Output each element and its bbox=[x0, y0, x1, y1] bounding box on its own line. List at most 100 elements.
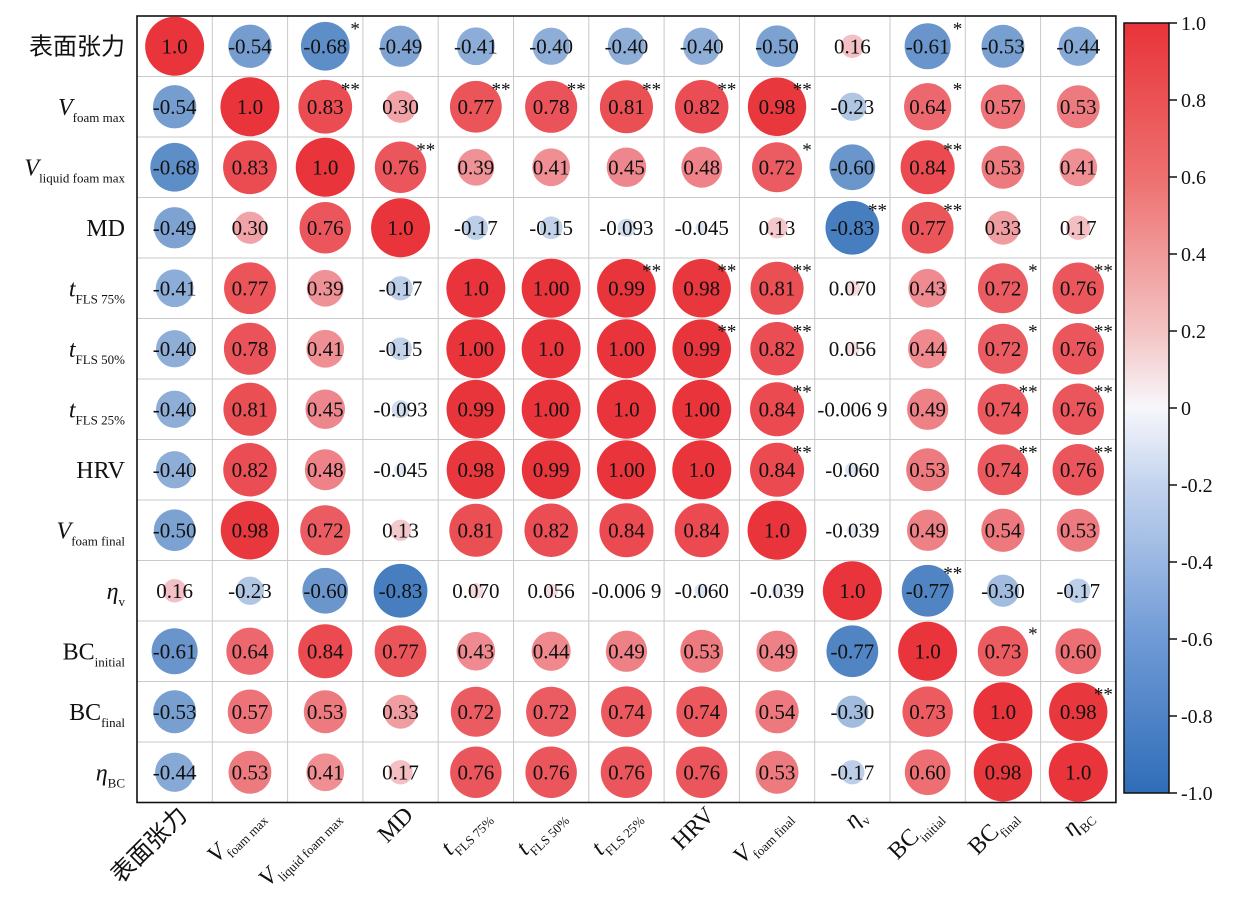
correlation-circle bbox=[838, 92, 867, 121]
cell-value: 0.60 bbox=[909, 760, 946, 784]
cell-value: 0.53 bbox=[232, 760, 269, 784]
label-base: V bbox=[24, 155, 41, 181]
correlation-circle bbox=[295, 137, 355, 197]
cell-value: -0.039 bbox=[825, 518, 879, 542]
cell-value: 0.98 bbox=[683, 276, 720, 300]
label-base: MD bbox=[86, 216, 125, 242]
colorbar-tick-label: -1.0 bbox=[1181, 783, 1213, 805]
correlation-circle bbox=[1048, 742, 1108, 802]
label-base: HRV bbox=[76, 458, 125, 484]
cell-value: -0.17 bbox=[830, 760, 874, 784]
correlation-circle bbox=[750, 442, 805, 497]
correlation-circle bbox=[750, 322, 804, 376]
correlation-circle bbox=[904, 749, 951, 796]
correlation-circle bbox=[596, 440, 656, 500]
significance-mark: ** bbox=[1094, 382, 1113, 403]
correlation-circle bbox=[752, 142, 803, 193]
correlation-circle bbox=[986, 210, 1020, 245]
cell-value: 0.74 bbox=[608, 700, 645, 724]
correlation-circle bbox=[456, 27, 495, 66]
cell-value: -0.60 bbox=[830, 155, 874, 179]
cell-value: -0.61 bbox=[906, 34, 950, 58]
cell-value: 0.99 bbox=[683, 337, 720, 361]
cell-value: 0.53 bbox=[683, 639, 720, 663]
significance-mark: ** bbox=[1094, 322, 1113, 343]
colorbar-tick-label: -0.6 bbox=[1181, 629, 1213, 651]
column-label: MD bbox=[373, 802, 419, 848]
significance-mark: ** bbox=[492, 80, 511, 101]
cell-value: 0.84 bbox=[683, 518, 720, 542]
correlation-circle bbox=[840, 34, 865, 59]
cell-value: -0.093 bbox=[599, 216, 653, 240]
correlation-circle bbox=[977, 626, 1029, 677]
correlation-circle bbox=[150, 142, 199, 192]
label-subscript: liquid foam max bbox=[275, 813, 347, 885]
significance-mark: * bbox=[953, 19, 963, 40]
cell-value: 0.070 bbox=[452, 579, 499, 603]
colorbar-tick-label: 0.6 bbox=[1181, 167, 1206, 189]
significance-mark: ** bbox=[1094, 685, 1113, 706]
cell-value: 0.39 bbox=[307, 276, 344, 300]
correlation-circle bbox=[521, 440, 581, 500]
correlation-circle bbox=[676, 686, 728, 738]
correlation-circle bbox=[599, 80, 653, 134]
row-label: HRV bbox=[76, 458, 125, 484]
significance-mark: ** bbox=[717, 80, 736, 101]
cell-value: 0.43 bbox=[457, 639, 494, 663]
cell-value: 1.0 bbox=[1065, 760, 1091, 784]
correlation-circle bbox=[750, 261, 804, 315]
correlation-circle bbox=[826, 625, 879, 678]
correlation-circle bbox=[463, 215, 489, 240]
cell-value: 0.49 bbox=[909, 397, 946, 421]
correlation-circle bbox=[300, 21, 350, 71]
cell-value: -0.17 bbox=[454, 216, 498, 240]
correlation-circle bbox=[766, 217, 788, 239]
cell-value: 0.77 bbox=[232, 276, 269, 300]
correlation-circle bbox=[383, 694, 418, 729]
cell-value: 1.00 bbox=[608, 337, 645, 361]
cell-value: 0.41 bbox=[307, 337, 344, 361]
significance-mark: ** bbox=[793, 322, 812, 343]
correlation-circle bbox=[531, 631, 571, 671]
correlation-circle bbox=[845, 462, 860, 477]
correlation-circle bbox=[675, 80, 729, 134]
correlation-circle bbox=[904, 83, 952, 131]
label-base: BC bbox=[69, 700, 101, 726]
row-label: ηv bbox=[107, 579, 126, 609]
correlation-circle bbox=[750, 382, 805, 437]
correlation-circle bbox=[228, 750, 272, 794]
cell-value: -0.54 bbox=[228, 34, 272, 58]
cell-value: 1.0 bbox=[463, 276, 489, 300]
cell-value: -0.53 bbox=[153, 700, 197, 724]
significance-mark: * bbox=[350, 19, 360, 40]
row-label: BCfinal bbox=[69, 700, 125, 730]
correlation-circle bbox=[907, 509, 949, 551]
cell-value: 1.0 bbox=[387, 216, 413, 240]
cell-value: 0.77 bbox=[457, 95, 494, 119]
cell-value: 0.76 bbox=[382, 155, 419, 179]
correlation-circle bbox=[672, 440, 732, 500]
cell-value: 0.30 bbox=[382, 95, 419, 119]
correlation-circle bbox=[389, 519, 412, 541]
correlation-circle bbox=[1058, 26, 1098, 66]
row-label: BCinitial bbox=[63, 639, 126, 669]
cell-value: 0.44 bbox=[533, 639, 570, 663]
cell-value: 0.72 bbox=[985, 276, 1022, 300]
correlation-circle bbox=[521, 379, 581, 439]
correlation-circle bbox=[846, 524, 859, 537]
cell-value: -0.15 bbox=[379, 337, 423, 361]
cell-value: 0.056 bbox=[528, 579, 575, 603]
cell-value: 0.57 bbox=[232, 700, 269, 724]
cell-value: -0.41 bbox=[153, 276, 197, 300]
correlation-circle bbox=[904, 23, 951, 70]
cell-value: 0.72 bbox=[307, 518, 344, 542]
correlation-circle bbox=[695, 221, 709, 235]
correlation-circle bbox=[1056, 508, 1100, 552]
correlation-circle bbox=[153, 509, 196, 552]
correlation-circle bbox=[844, 280, 861, 297]
correlation-circles bbox=[145, 16, 1108, 802]
correlation-circle bbox=[906, 448, 950, 492]
cell-value: 0.41 bbox=[533, 155, 570, 179]
cell-value: 0.76 bbox=[1060, 458, 1097, 482]
correlation-circle bbox=[152, 85, 197, 129]
